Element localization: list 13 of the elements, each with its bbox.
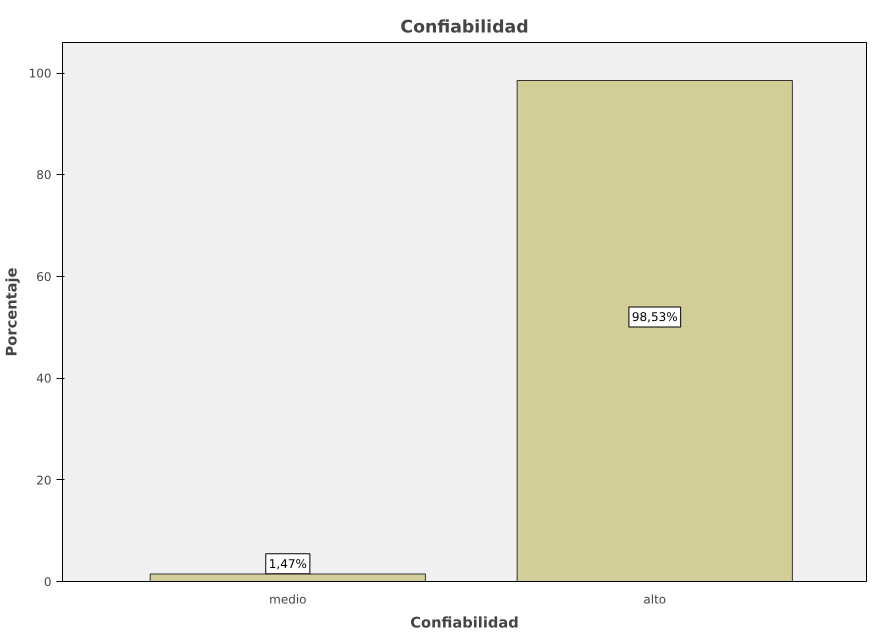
y-tick-label: 0 xyxy=(44,575,52,589)
x-axis-title: Confiabilidad xyxy=(410,614,519,632)
y-tick-label: 100 xyxy=(28,66,52,81)
y-tick-label: 80 xyxy=(36,168,52,182)
y-axis-title: Porcentaje xyxy=(4,267,21,356)
x-tick-label: medio xyxy=(269,592,307,606)
data-label: 98,53% xyxy=(632,310,678,324)
y-tick-label: 40 xyxy=(36,372,52,386)
y-tick-label: 60 xyxy=(36,270,52,284)
chart-title: Confiabilidad xyxy=(400,18,529,38)
x-tick-label: alto xyxy=(643,592,666,606)
data-label: 1,47% xyxy=(268,556,307,571)
y-tick-label: 20 xyxy=(36,473,52,488)
